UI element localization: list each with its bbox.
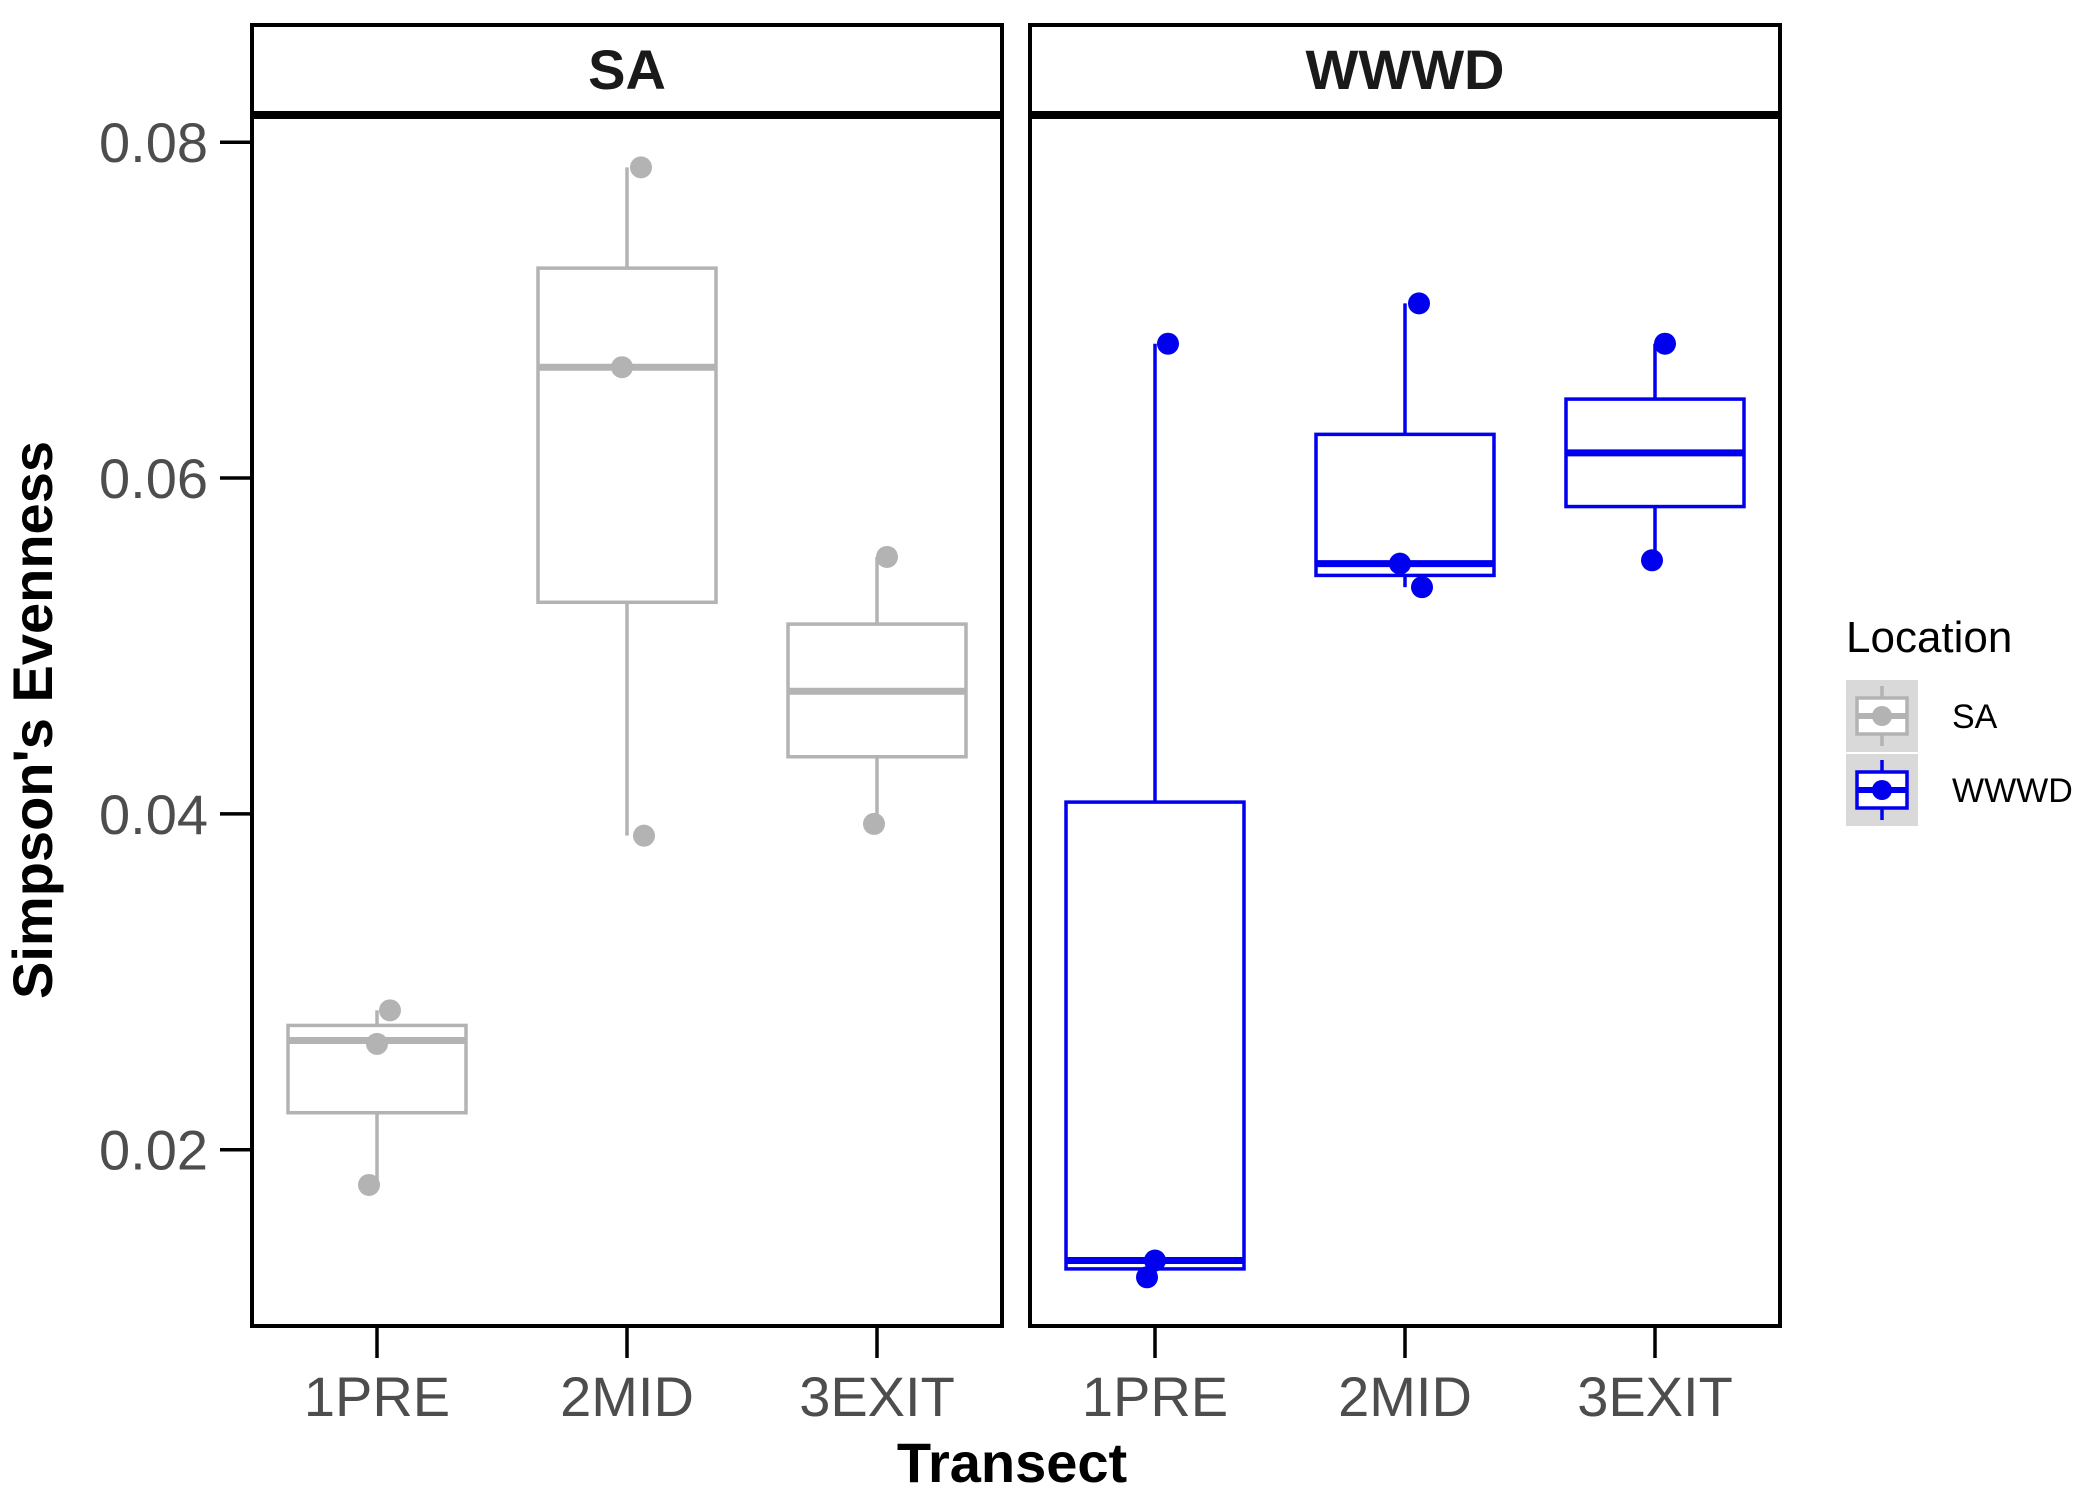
legend-key-point (1872, 706, 1892, 726)
data-point (358, 1173, 380, 1196)
data-point (633, 824, 655, 847)
x-tick-label: 3EXIT (1577, 1365, 1733, 1428)
data-point (1157, 332, 1179, 355)
data-point (1654, 332, 1676, 355)
y-tick-label: 0.02 (99, 1119, 208, 1182)
data-point (366, 1032, 388, 1055)
x-tick-label: 1PRE (1082, 1365, 1228, 1428)
y-axis: 0.02 0.04 0.06 0.08 (99, 111, 252, 1182)
panels-layer: SA 1PRE 2MID 3EXIT WWWD 1PRE 2MID 3EXIT (250, 23, 1782, 1428)
legend-title: Location (1846, 613, 2012, 662)
data-point (1389, 552, 1411, 575)
facet-strip-box (1028, 23, 1782, 115)
x-tick-label: 3EXIT (799, 1365, 955, 1428)
facet-strip-label: WWWD (1305, 38, 1504, 101)
facet-strip-label: SA (588, 38, 666, 101)
box-iqr (1064, 800, 1246, 1271)
y-axis-title: Simpson's Evenness (1, 441, 64, 999)
data-point (876, 545, 898, 568)
data-point (1408, 292, 1430, 315)
y-tick-label: 0.06 (99, 447, 208, 510)
legend-entry-sa: SA (1846, 680, 1998, 752)
data-point (863, 812, 885, 835)
x-tick-label: 1PRE (304, 1365, 450, 1428)
facet-panel-sa: SA 1PRE 2MID 3EXIT (250, 23, 1004, 1428)
legend-entry-wwwd: WWWD (1846, 754, 2073, 826)
legend-key-point (1872, 780, 1892, 800)
data-point (1136, 1266, 1158, 1289)
box-2mid (1314, 303, 1496, 588)
data-point (379, 999, 401, 1022)
data-point (1411, 576, 1433, 599)
box-iqr (1314, 432, 1496, 578)
data-point (1641, 549, 1663, 572)
legend-entry-label: SA (1952, 698, 1998, 736)
x-tick-label: 2MID (1338, 1365, 1472, 1428)
x-tick-label: 2MID (560, 1365, 694, 1428)
box-1pre (1064, 343, 1246, 1278)
box-3exit (786, 556, 968, 824)
data-point (611, 356, 633, 379)
box-3exit (1564, 343, 1746, 561)
data-point (630, 156, 652, 179)
y-tick-label: 0.04 (99, 783, 208, 846)
legend-entry-label: WWWD (1952, 772, 2073, 810)
legend: Location SA WWWD (1846, 613, 2073, 826)
data-point (1144, 1249, 1166, 1272)
x-axis-title: Transect (897, 1431, 1127, 1494)
facet-panel-wwwd: WWWD 1PRE 2MID 3EXIT (1028, 23, 1782, 1428)
legend-keys: SA WWWD (1846, 680, 2073, 826)
facet-strip-box (250, 23, 1004, 115)
box-iqr (536, 266, 718, 605)
y-tick-label: 0.08 (99, 111, 208, 174)
